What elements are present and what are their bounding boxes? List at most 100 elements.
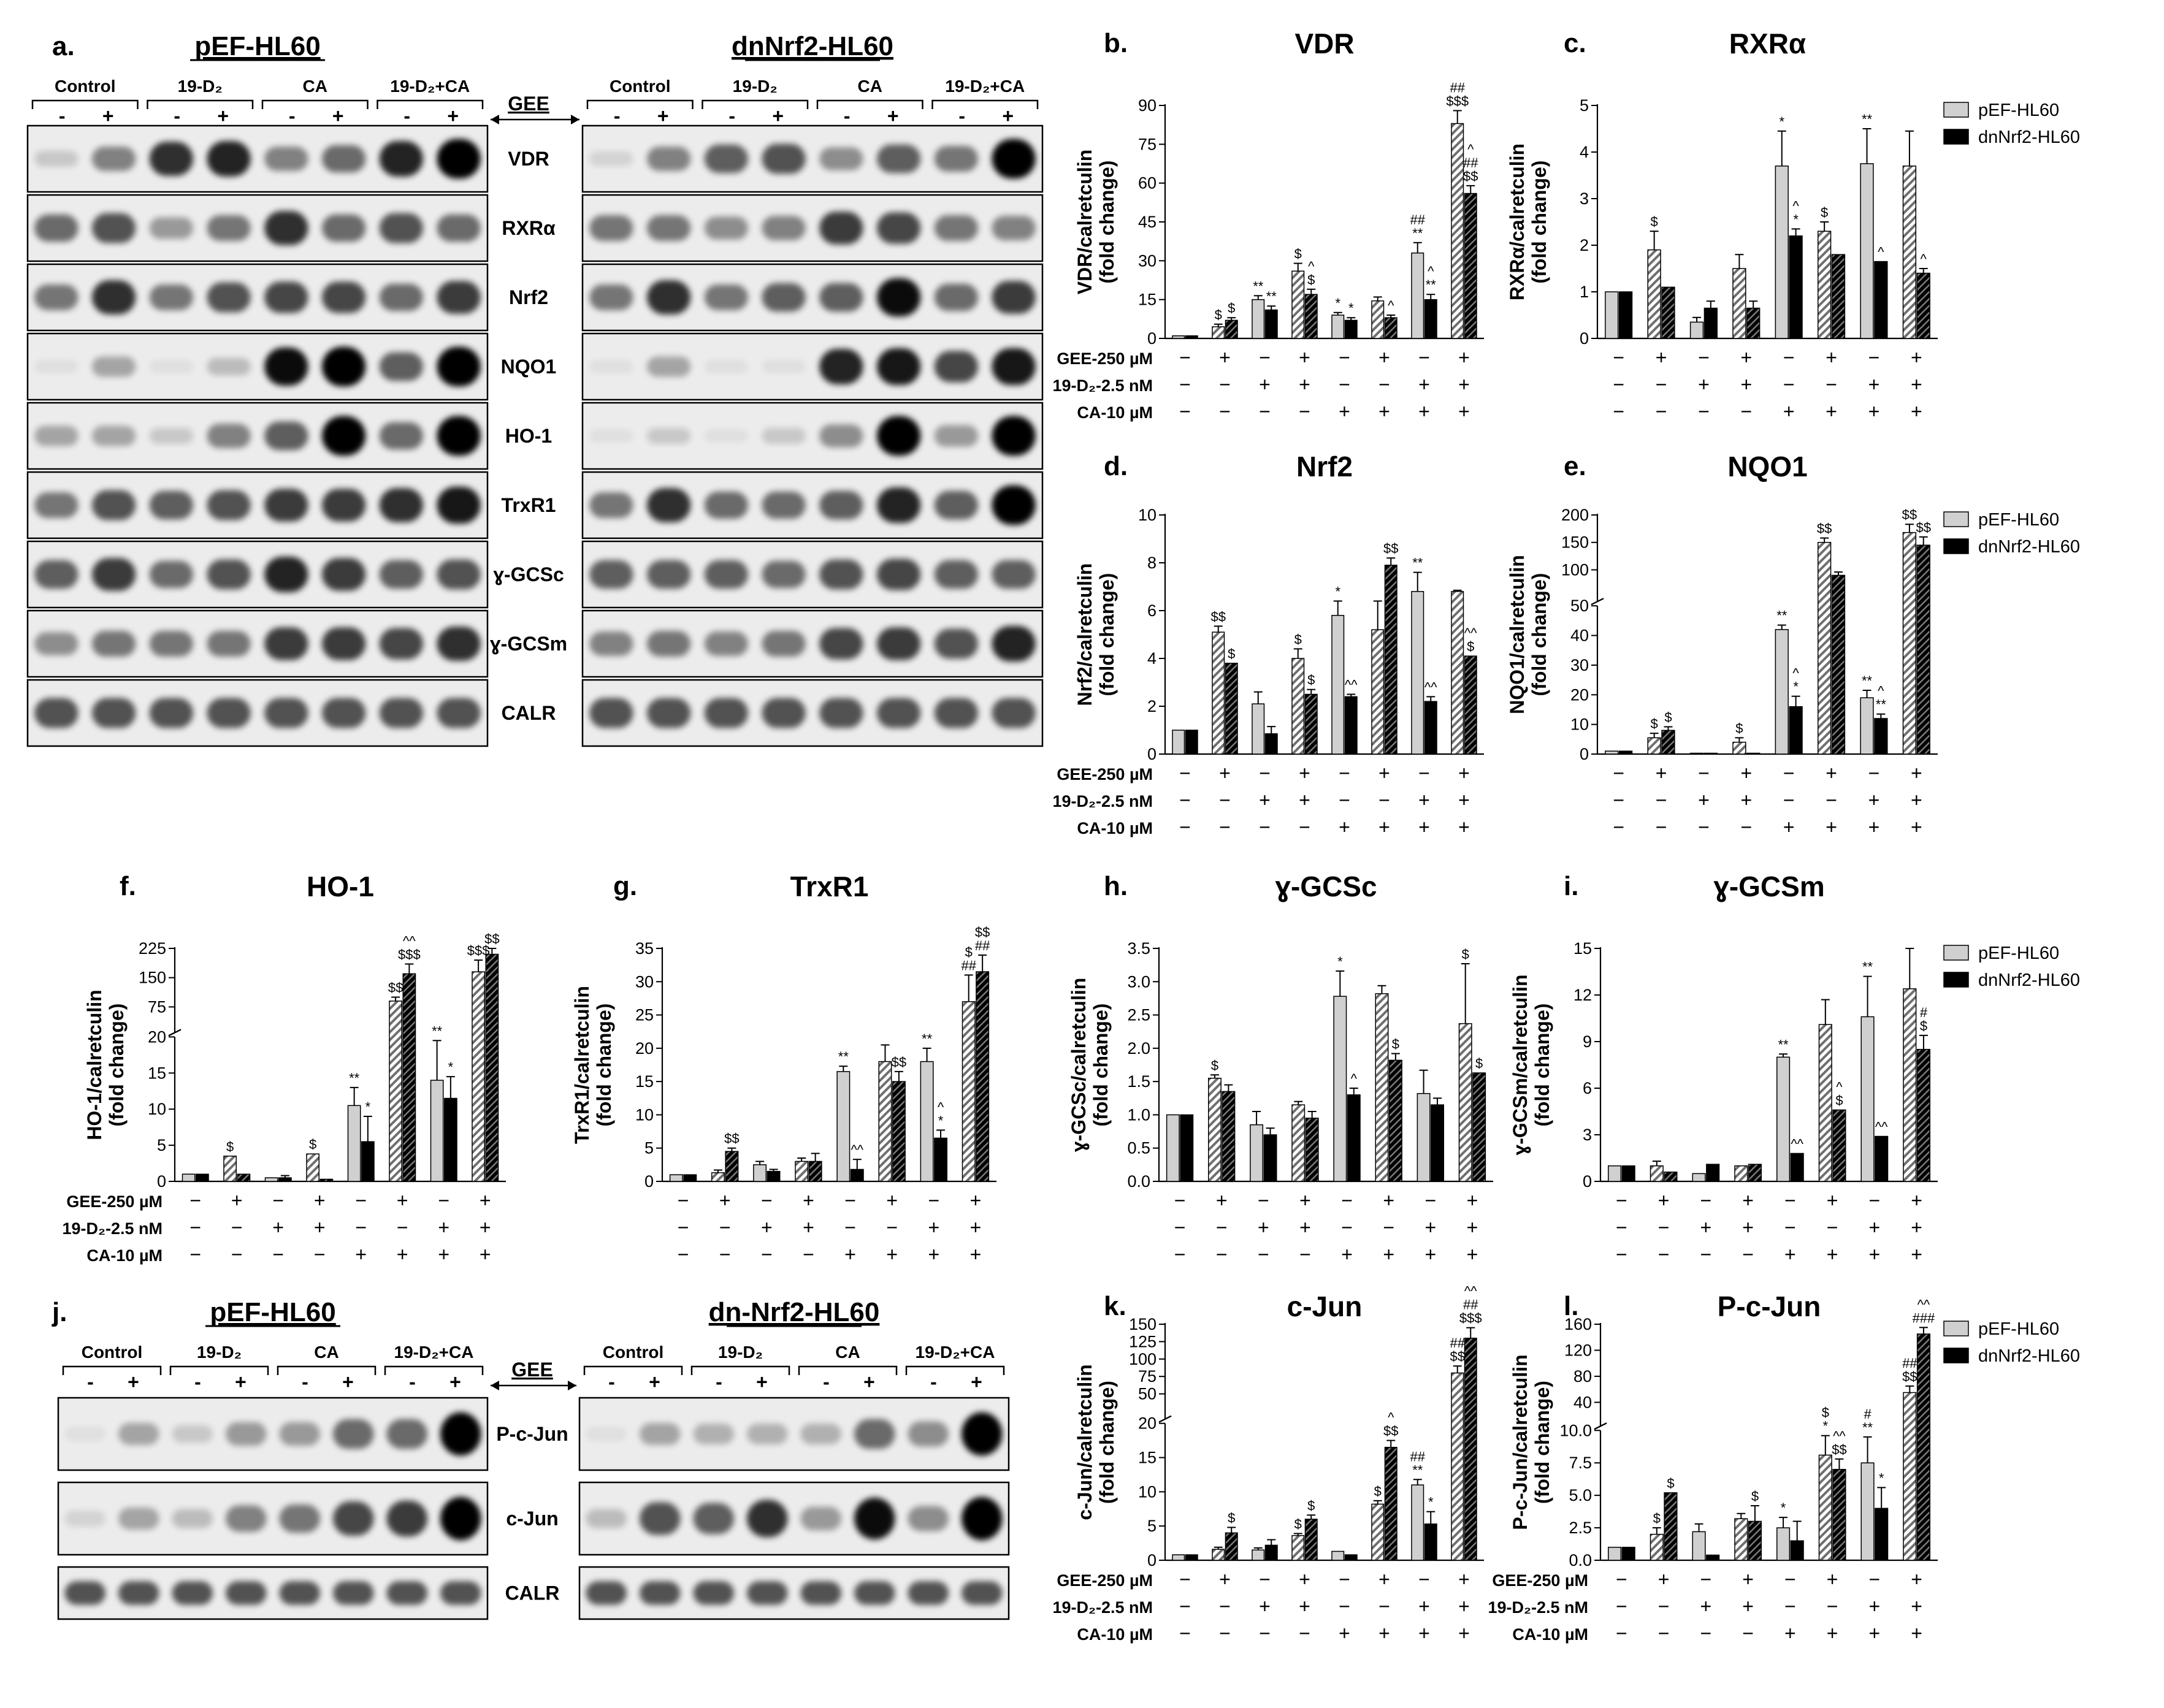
blot-band	[819, 283, 863, 312]
group-label: 19-D₂	[197, 1343, 242, 1362]
treatment-sign: +	[1299, 373, 1310, 395]
significance-mark: *	[1348, 300, 1354, 316]
blot-band	[704, 631, 748, 656]
treatment-sign: −	[314, 1243, 326, 1265]
blot-band	[379, 283, 423, 311]
bar-pef-6	[1411, 591, 1424, 755]
bar-pef-1	[1650, 1533, 1664, 1561]
blot-band	[207, 282, 251, 313]
bar-dn-3	[808, 1161, 822, 1182]
significance-mark: ^	[1836, 1079, 1843, 1094]
y-tick-label: 150	[139, 969, 166, 987]
bar-dn-3	[319, 1178, 334, 1182]
treatment-sign: +	[1911, 789, 1922, 811]
chart-nqo1: e. NQO1 NQO1/calretculin(fold change) 0 10 20…	[1506, 451, 2080, 838]
blot-band	[437, 214, 481, 242]
blot-row	[581, 263, 1044, 332]
blot-band	[934, 490, 978, 520]
treatment-sign: +	[480, 1243, 491, 1265]
blot-band	[762, 698, 806, 728]
bar-pef-1	[1212, 326, 1225, 339]
group-label: Control	[82, 1343, 143, 1362]
bar-dn-7	[1916, 1333, 1930, 1561]
bar-dn-3	[1305, 1118, 1319, 1182]
blot-band	[226, 1422, 267, 1446]
treatment-sign: −	[1784, 1189, 1796, 1211]
blot-band	[264, 698, 308, 728]
treatment-sign: +	[1458, 400, 1470, 422]
blot-band	[647, 356, 691, 377]
blot-band	[149, 560, 193, 589]
blot-band	[854, 1497, 895, 1540]
blot-band	[992, 216, 1036, 240]
treatment-sign: +	[1299, 1568, 1310, 1590]
bar-dn-1	[1225, 319, 1238, 339]
bar-dn-5	[892, 1081, 906, 1182]
significance-mark: $	[1920, 1018, 1927, 1034]
significance-mark: $$	[1383, 1424, 1398, 1439]
significance-mark: **	[1253, 278, 1264, 294]
blot-band	[908, 1421, 949, 1447]
treatment-sign: +	[1827, 1622, 1838, 1644]
bar-dn-2	[1703, 307, 1718, 339]
treatment-sign: +	[1826, 400, 1837, 422]
bar-dn-0	[1180, 1114, 1194, 1182]
significance-mark: **	[838, 1049, 849, 1064]
blot-band	[934, 145, 978, 172]
treatment-sign: +	[1742, 1568, 1754, 1590]
bar-pef-1	[1647, 737, 1661, 755]
y-tick-label: 2	[1580, 236, 1589, 254]
bar-dn-1	[1664, 1172, 1678, 1182]
significance-mark: $	[1822, 1405, 1829, 1420]
blot-cell-title: pEF-HL60	[210, 1297, 335, 1327]
blot-row	[581, 471, 1044, 539]
y-tick-label: 15	[1138, 1449, 1157, 1467]
blot-band	[379, 213, 423, 243]
bar-dn-5	[402, 973, 416, 1182]
blot-row	[57, 1397, 489, 1471]
treatment-sign: +	[1700, 1595, 1712, 1617]
treatment-sign: +	[1740, 373, 1752, 395]
legend: pEF-HL60 dnNrf2-HL60	[1943, 101, 2080, 147]
blot-row	[26, 402, 489, 470]
y-tick-label: 0	[1580, 745, 1589, 763]
legend-entry: pEF-HL60	[1978, 1319, 2059, 1339]
blot-band	[440, 1412, 481, 1456]
treatment-sign: +	[1219, 762, 1231, 784]
blot-band	[854, 1581, 895, 1605]
treatment-sign: +	[1299, 789, 1310, 811]
bar-pef-5	[1818, 231, 1832, 339]
bar-pef-2	[1689, 752, 1704, 755]
blot-band	[589, 151, 633, 166]
blot-band	[693, 1503, 734, 1535]
group-bracket	[147, 99, 254, 109]
blot-band	[762, 630, 806, 657]
treatment-sign: +	[1658, 1189, 1670, 1211]
significance-mark: $	[1651, 214, 1658, 229]
bar-pef-5	[1371, 300, 1385, 339]
significance-mark: $$	[1463, 169, 1478, 184]
treatment-sign: +	[1219, 346, 1231, 368]
treatment-sign: −	[1339, 373, 1350, 395]
treatment-sign: +	[1424, 1216, 1436, 1238]
treatment-sign: −	[1219, 373, 1231, 395]
significance-mark: $$	[1916, 520, 1930, 535]
treatment-sign: −	[1258, 1243, 1269, 1265]
blot-band	[647, 560, 691, 589]
treatment-sign: +	[1911, 1595, 1922, 1617]
treatment-sign: +	[1742, 1216, 1754, 1238]
y-tick-label: 0	[1147, 329, 1157, 348]
significance-mark: ^^	[1917, 1297, 1930, 1312]
y-tick-label: 150	[1561, 533, 1589, 552]
treatment-sign: +	[1418, 1595, 1430, 1617]
gee-sign: +	[235, 1371, 247, 1393]
group-bracket	[905, 1365, 1005, 1375]
treatment-sign: −	[1613, 816, 1624, 838]
significance-mark: ^	[1921, 251, 1927, 267]
blot-band	[149, 630, 193, 657]
gee-sign: +	[447, 105, 459, 127]
y-tick-label: 6	[1583, 1079, 1592, 1097]
blot-band	[207, 630, 251, 657]
legend-entry: dnNrf2-HL60	[1978, 970, 2080, 990]
